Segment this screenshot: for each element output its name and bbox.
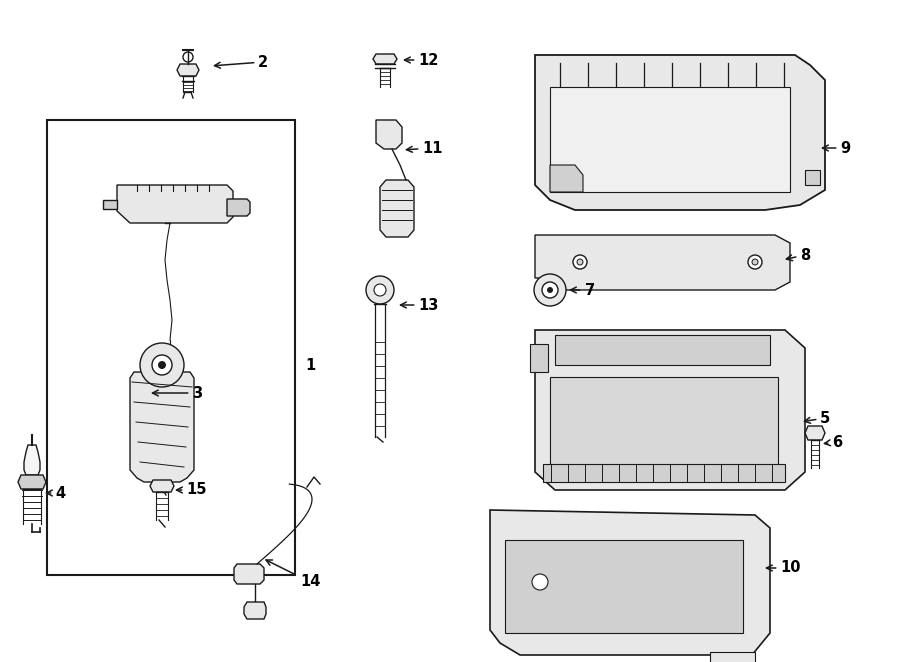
Polygon shape: [177, 64, 199, 76]
Polygon shape: [227, 199, 250, 216]
Text: 7: 7: [571, 283, 595, 297]
Circle shape: [752, 259, 758, 265]
Polygon shape: [535, 55, 825, 210]
Text: 11: 11: [407, 140, 443, 156]
Text: 4: 4: [47, 485, 65, 500]
Text: 2: 2: [214, 54, 268, 70]
Bar: [543, 464, 785, 482]
Circle shape: [547, 287, 553, 293]
Bar: [550, 377, 778, 472]
Polygon shape: [18, 475, 46, 489]
Bar: [530, 344, 548, 372]
Polygon shape: [244, 602, 266, 619]
Circle shape: [542, 282, 558, 298]
Polygon shape: [535, 330, 805, 490]
Bar: [555, 335, 770, 365]
Text: 14: 14: [266, 560, 320, 589]
Polygon shape: [376, 120, 402, 149]
Bar: [505, 540, 743, 633]
Text: 3: 3: [152, 385, 202, 401]
Polygon shape: [535, 235, 790, 290]
Circle shape: [573, 255, 587, 269]
Text: 5: 5: [805, 410, 830, 426]
Polygon shape: [373, 54, 397, 64]
Circle shape: [532, 574, 548, 590]
Text: 6: 6: [824, 434, 842, 449]
Text: 15: 15: [176, 483, 206, 498]
Text: 1: 1: [305, 357, 315, 373]
Bar: [550, 87, 790, 192]
Circle shape: [140, 343, 184, 387]
Circle shape: [152, 355, 172, 375]
Circle shape: [366, 276, 394, 304]
Polygon shape: [234, 564, 264, 584]
Text: 10: 10: [767, 561, 800, 575]
Polygon shape: [805, 426, 825, 440]
Text: 8: 8: [787, 248, 810, 263]
Circle shape: [748, 255, 762, 269]
Polygon shape: [805, 170, 820, 185]
Polygon shape: [150, 480, 174, 492]
Circle shape: [534, 274, 566, 306]
Polygon shape: [117, 185, 233, 223]
Polygon shape: [103, 200, 117, 209]
Bar: [710, 652, 755, 662]
Polygon shape: [550, 165, 583, 192]
Polygon shape: [380, 180, 414, 237]
Circle shape: [374, 284, 386, 296]
Polygon shape: [490, 510, 770, 655]
Text: 9: 9: [823, 140, 850, 156]
Polygon shape: [24, 445, 40, 475]
Polygon shape: [130, 372, 194, 482]
Text: 13: 13: [400, 297, 438, 312]
Bar: [47, 120, 295, 575]
Text: 12: 12: [404, 52, 438, 68]
Circle shape: [158, 361, 166, 369]
Circle shape: [577, 259, 583, 265]
